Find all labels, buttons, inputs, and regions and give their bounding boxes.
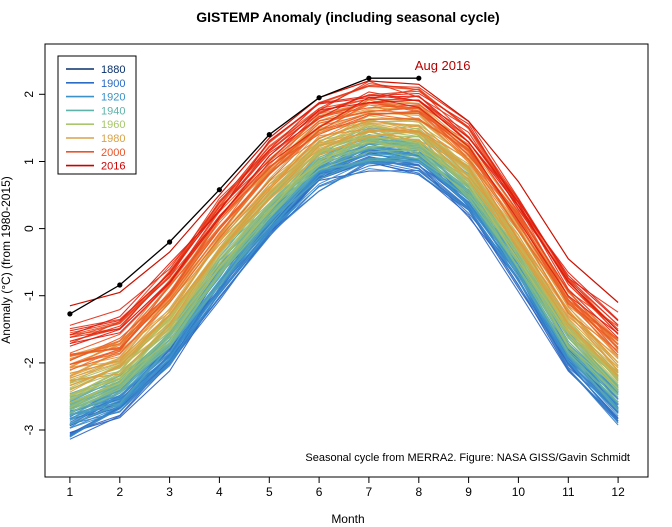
series-2016-point bbox=[266, 132, 272, 138]
year-line bbox=[69, 124, 619, 387]
year-line bbox=[69, 160, 619, 437]
year-line bbox=[69, 102, 619, 355]
x-axis-label: Month bbox=[331, 512, 364, 526]
y-tick-label: 0 bbox=[22, 225, 36, 232]
year-line bbox=[69, 96, 619, 347]
series-2016-point bbox=[167, 239, 173, 245]
year-line bbox=[69, 80, 619, 307]
legend-box bbox=[57, 55, 137, 175]
x-tick-label: 10 bbox=[512, 485, 526, 499]
series-2016-point bbox=[67, 311, 73, 317]
year-line bbox=[69, 85, 619, 326]
x-tick-label: 6 bbox=[316, 485, 323, 499]
year-line bbox=[69, 95, 619, 336]
x-tick-label: 11 bbox=[562, 485, 575, 499]
x-tick-label: 1 bbox=[67, 485, 74, 499]
year-line bbox=[69, 92, 619, 332]
year-line bbox=[69, 99, 619, 345]
year-line bbox=[69, 149, 619, 409]
series-2016-line bbox=[69, 77, 419, 315]
series-2016-point bbox=[316, 95, 322, 101]
x-tick-label: 2 bbox=[116, 485, 123, 499]
year-line bbox=[69, 157, 619, 426]
aug-2016-annotation: Aug 2016 bbox=[415, 58, 471, 73]
legend-label: 1960 bbox=[101, 119, 125, 131]
y-tick-label: -2 bbox=[22, 357, 36, 368]
x-tick-label: 5 bbox=[266, 485, 273, 499]
y-tick-label: 1 bbox=[22, 158, 36, 165]
series-2016-point bbox=[366, 75, 372, 81]
year-line bbox=[69, 120, 619, 378]
legend-label: 1900 bbox=[101, 78, 125, 90]
chart-title: GISTEMP Anomaly (including seasonal cycl… bbox=[196, 9, 499, 25]
x-tick-label: 8 bbox=[415, 485, 422, 499]
year-line bbox=[69, 145, 619, 404]
y-tick-label: -3 bbox=[22, 424, 36, 435]
legend-label: 1940 bbox=[101, 105, 125, 117]
series-2016-point bbox=[216, 187, 222, 193]
year-line bbox=[69, 111, 619, 376]
series-2016-point bbox=[117, 282, 123, 288]
legend-label: 1880 bbox=[101, 64, 125, 76]
year-line bbox=[69, 153, 619, 410]
x-tick-label: 4 bbox=[216, 485, 223, 499]
y-axis: -3 -2 -1 0 1 2 bbox=[22, 91, 45, 435]
year-line bbox=[69, 101, 619, 362]
y-axis-label: Anomaly (°C) (from 1980-2015) bbox=[0, 176, 13, 344]
legend-label: 2016 bbox=[101, 161, 125, 173]
x-tick-label: 9 bbox=[465, 485, 472, 499]
x-tick-label: 12 bbox=[611, 485, 625, 499]
series-2016-point bbox=[416, 75, 422, 81]
x-tick-label: 3 bbox=[166, 485, 173, 499]
year-line bbox=[69, 137, 619, 411]
source-caption: Seasonal cycle from MERRA2. Figure: NASA… bbox=[305, 452, 630, 464]
y-tick-label: 2 bbox=[22, 91, 36, 98]
x-axis: 1 2 3 4 5 6 7 8 9 10 11 12 bbox=[67, 477, 625, 499]
year-line bbox=[69, 94, 619, 343]
ensemble-year-lines bbox=[69, 80, 619, 440]
y-tick-label: -1 bbox=[22, 290, 36, 301]
legend-label: 1920 bbox=[101, 92, 125, 104]
series-2016 bbox=[67, 75, 422, 317]
legend-label: 1980 bbox=[101, 133, 125, 145]
year-line bbox=[69, 110, 619, 365]
year-line bbox=[69, 107, 619, 366]
x-tick-label: 7 bbox=[366, 485, 373, 499]
legend-label: 2000 bbox=[101, 147, 125, 159]
plot-frame bbox=[44, 43, 649, 478]
